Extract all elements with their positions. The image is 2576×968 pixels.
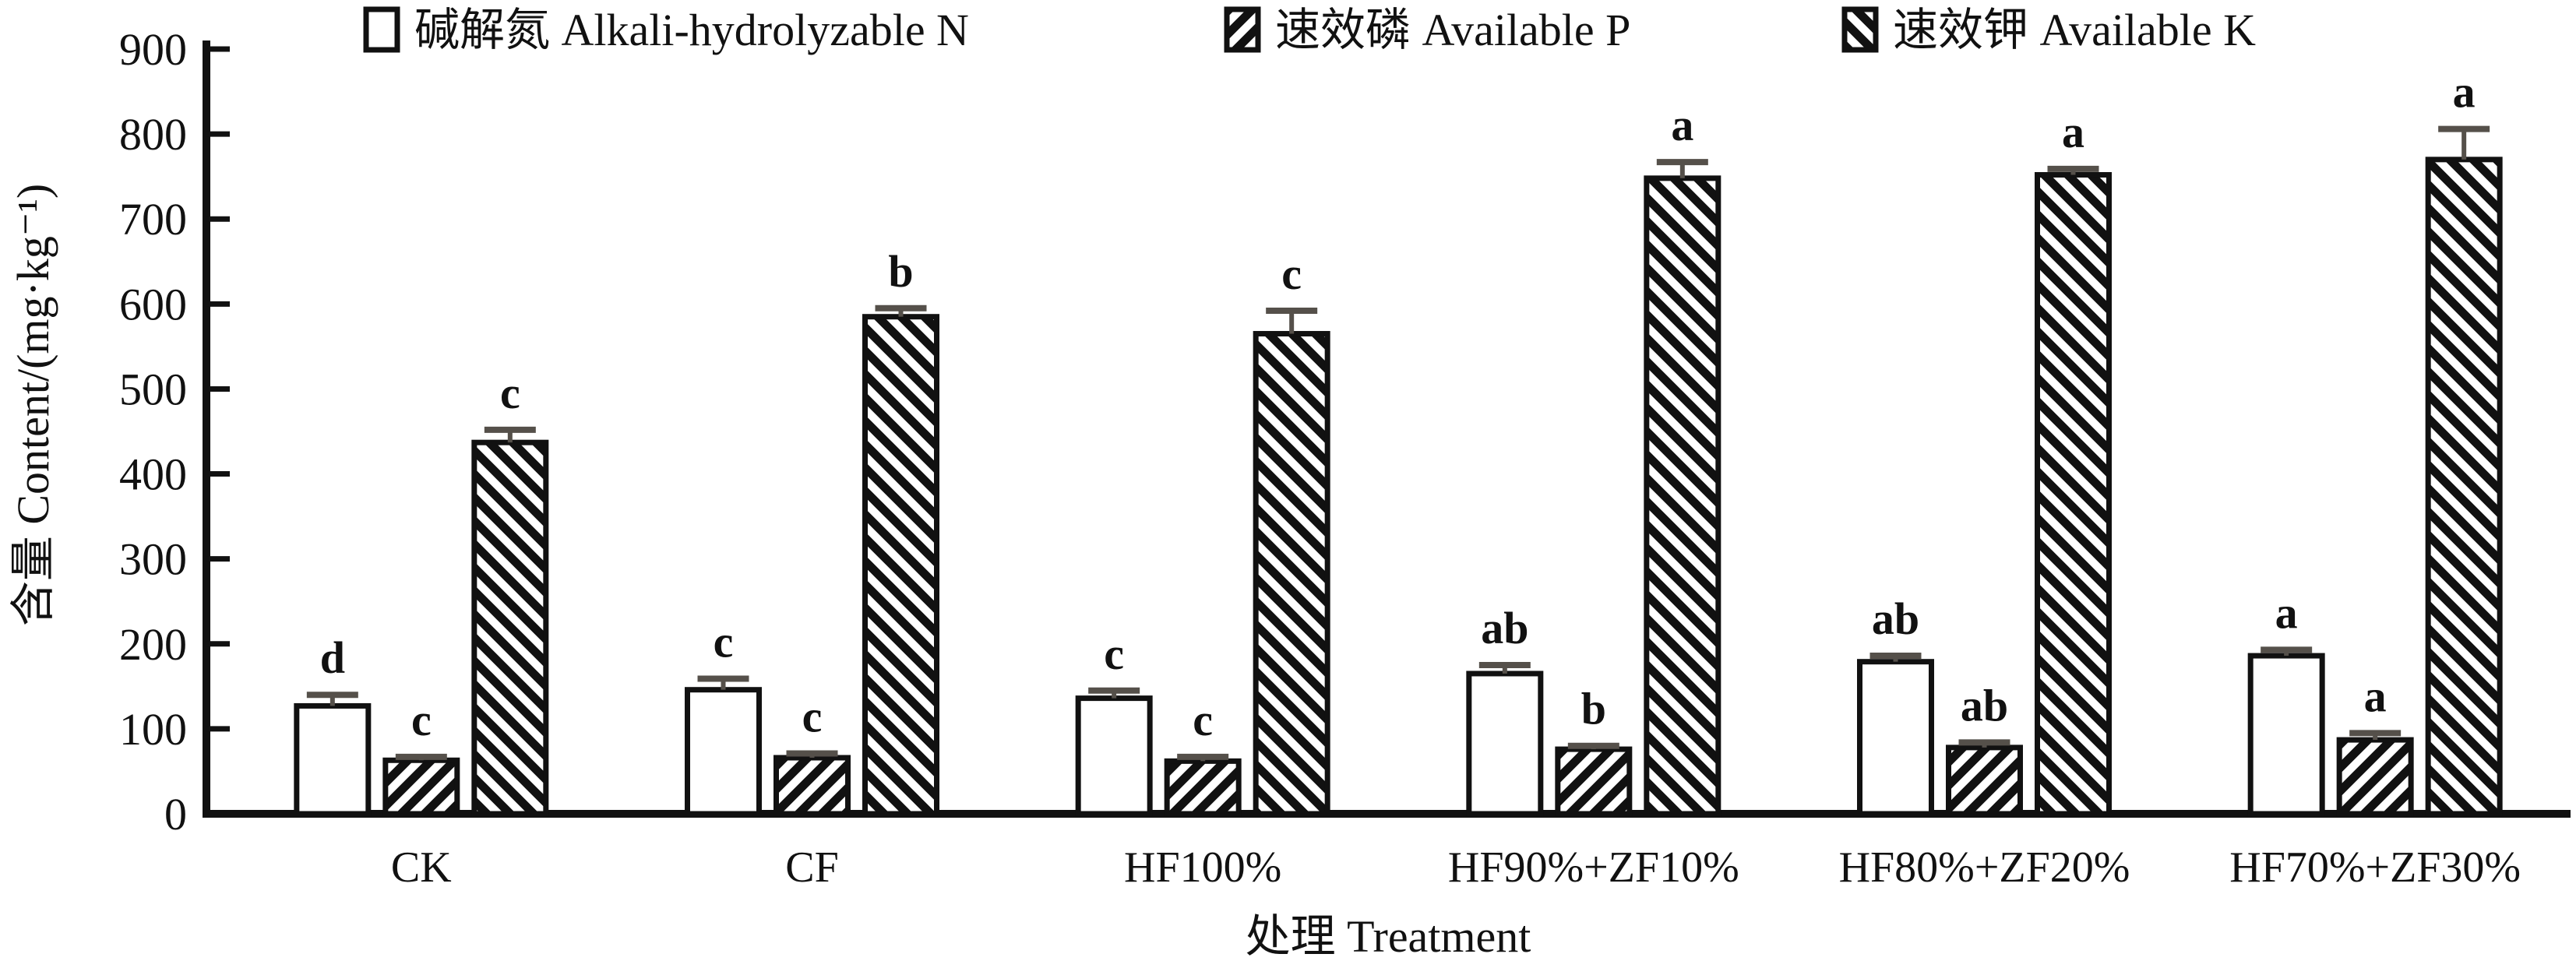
bar-n-HF70%+ZF30% xyxy=(2247,653,2325,817)
y-tick-label-700: 700 xyxy=(119,194,187,245)
legend-swatch-k xyxy=(1841,6,1879,53)
sig-letter-p-CK: c xyxy=(411,695,432,745)
sig-letter-k-HF100%: c xyxy=(1281,248,1302,299)
bar-k-HF70%+ZF30% xyxy=(2425,157,2503,817)
bar-p-HF90%+ZF10% xyxy=(1555,746,1633,817)
bar-k-HF90%+ZF10% xyxy=(1644,175,1721,817)
bar-k-CK xyxy=(471,439,549,817)
sig-letter-p-HF90%+ZF10%: b xyxy=(1581,684,1606,734)
legend-swatch-n xyxy=(363,6,400,53)
x-category-label-CF: CF xyxy=(785,843,839,892)
y-tick-label-800: 800 xyxy=(119,109,187,160)
bar-n-CK xyxy=(294,702,372,817)
legend-label-n: 碱解氮 Alkali-hydrolyzable N xyxy=(414,5,969,55)
bar-p-HF80%+ZF20% xyxy=(1946,744,2023,817)
sig-letter-k-HF70%+ZF30%: a xyxy=(2453,67,2476,118)
sig-letter-n-CF: c xyxy=(714,617,734,667)
sig-letter-p-HF100%: c xyxy=(1193,695,1213,745)
bar-p-HF70%+ZF30% xyxy=(2336,737,2414,817)
sig-letter-n-CK: d xyxy=(320,632,345,683)
bar-n-HF80%+ZF20% xyxy=(1857,659,1934,817)
sig-letter-k-CF: b xyxy=(888,246,913,297)
bar-p-HF100% xyxy=(1164,758,1242,817)
bar-k-HF100% xyxy=(1253,331,1330,817)
bar-n-CF xyxy=(685,687,762,817)
x-category-label-HF90%+ZF10%: HF90%+ZF10% xyxy=(1448,843,1739,892)
y-tick-label-200: 200 xyxy=(119,619,187,670)
sig-letter-p-CF: c xyxy=(802,692,823,742)
sig-letter-n-HF100%: c xyxy=(1104,628,1124,679)
sig-letter-k-CK: c xyxy=(500,368,520,418)
x-category-label-CK: CK xyxy=(391,843,452,892)
bar-n-HF100% xyxy=(1075,695,1153,817)
bar-k-HF80%+ZF20% xyxy=(2035,171,2112,817)
bar-n-HF90%+ZF10% xyxy=(1466,671,1544,817)
sig-letter-n-HF90%+ZF10%: ab xyxy=(1481,603,1528,653)
bar-p-CK xyxy=(382,757,460,817)
legend-label-k: 速效钾 Available K xyxy=(1893,5,2256,55)
y-tick-label-400: 400 xyxy=(119,449,187,500)
sig-letter-n-HF70%+ZF30%: a xyxy=(2275,587,2298,638)
y-tick-label-600: 600 xyxy=(119,279,187,329)
sig-letter-p-HF80%+ZF20%: ab xyxy=(1961,680,2008,730)
axis-lines xyxy=(203,40,2571,818)
x-category-label-HF70%+ZF30%: HF70%+ZF30% xyxy=(2229,843,2521,892)
sig-letter-k-HF90%+ZF10%: a xyxy=(1671,100,1693,150)
y-tick-label-0: 0 xyxy=(164,789,187,840)
bar-k-CF xyxy=(862,314,939,817)
y-axis-title: 含量 Content/(mg·kg⁻¹) xyxy=(8,184,58,626)
y-tick-label-100: 100 xyxy=(119,704,187,755)
legend-label-p: 速效磷 Available P xyxy=(1275,5,1630,55)
x-axis-title: 处理 Treatment xyxy=(1246,911,1531,962)
y-tick-label-900: 900 xyxy=(119,24,187,75)
sig-letter-p-HF70%+ZF30%: a xyxy=(2364,671,2387,721)
sig-letter-n-HF80%+ZF20%: ab xyxy=(1872,593,1919,644)
y-tick-label-500: 500 xyxy=(119,364,187,414)
x-category-label-HF80%+ZF20%: HF80%+ZF20% xyxy=(1839,843,2130,892)
bar-p-CF xyxy=(774,755,851,817)
x-category-label-HF100%: HF100% xyxy=(1124,843,1281,892)
legend-swatch-p xyxy=(1224,6,1261,53)
y-tick-label-300: 300 xyxy=(119,534,187,585)
sig-letter-k-HF80%+ZF20%: a xyxy=(2062,107,2084,157)
